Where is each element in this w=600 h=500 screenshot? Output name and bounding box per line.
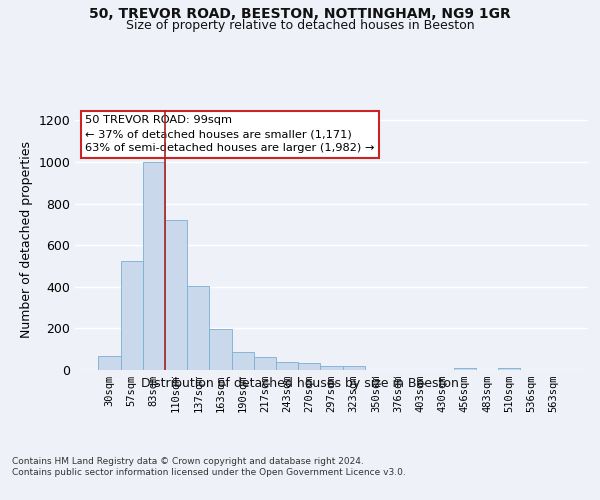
Bar — [98, 356, 121, 370]
Bar — [165, 220, 187, 370]
Text: 50, TREVOR ROAD, BEESTON, NOTTINGHAM, NG9 1GR: 50, TREVOR ROAD, BEESTON, NOTTINGHAM, NG… — [89, 8, 511, 22]
Bar — [143, 162, 165, 370]
Y-axis label: Number of detached properties: Number of detached properties — [20, 142, 33, 338]
Text: 50 TREVOR ROAD: 99sqm
← 37% of detached houses are smaller (1,171)
63% of semi-d: 50 TREVOR ROAD: 99sqm ← 37% of detached … — [85, 115, 374, 153]
Bar — [343, 366, 365, 370]
Bar — [276, 362, 298, 370]
Text: Contains HM Land Registry data © Crown copyright and database right 2024.
Contai: Contains HM Land Registry data © Crown c… — [12, 458, 406, 477]
Bar — [454, 368, 476, 370]
Bar — [498, 368, 520, 370]
Text: Distribution of detached houses by size in Beeston: Distribution of detached houses by size … — [141, 378, 459, 390]
Bar — [298, 364, 320, 370]
Bar — [232, 352, 254, 370]
Bar — [121, 261, 143, 370]
Bar — [320, 366, 343, 370]
Bar — [209, 329, 232, 370]
Text: Size of property relative to detached houses in Beeston: Size of property relative to detached ho… — [125, 19, 475, 32]
Bar — [187, 286, 209, 370]
Bar — [254, 357, 276, 370]
